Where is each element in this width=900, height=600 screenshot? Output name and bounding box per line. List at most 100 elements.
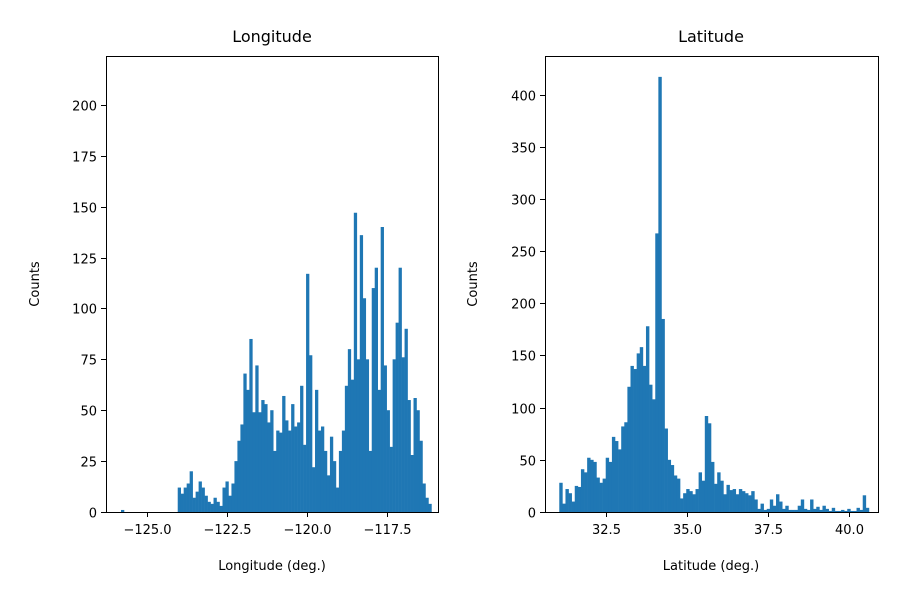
longitude-bar — [261, 400, 265, 512]
longitude-bar — [383, 365, 387, 512]
latitude-bar — [711, 461, 715, 512]
latitude-bar — [785, 505, 789, 512]
latitude-bar — [701, 480, 706, 512]
longitude-y-axis-label: Counts — [28, 261, 43, 307]
longitude-bar — [386, 410, 390, 512]
latitude-bar — [574, 485, 579, 512]
longitude-bar — [243, 373, 247, 512]
longitude-bar — [419, 440, 423, 512]
latitude-bar — [776, 494, 780, 512]
latitude-axes-frame — [545, 56, 879, 513]
longitude-bar — [318, 430, 322, 512]
latitude-bar — [779, 501, 783, 512]
latitude-bar — [745, 493, 749, 512]
latitude-bar — [865, 507, 870, 512]
longitude-bar — [204, 495, 208, 512]
latitude-bar — [859, 509, 864, 512]
latitude-bar — [856, 507, 860, 512]
longitude-bar — [368, 450, 373, 512]
longitude-bar — [121, 509, 125, 512]
longitude-bar — [207, 501, 211, 512]
longitude-bar — [288, 430, 292, 512]
longitude-bar — [407, 400, 411, 512]
latitude-y-tick-label: 400 — [511, 90, 536, 105]
longitude-bar — [365, 359, 370, 512]
latitude-bar — [587, 457, 591, 512]
longitude-bar — [315, 389, 319, 512]
latitude-x-tick-label: 37.5 — [754, 523, 783, 538]
latitude-bar — [584, 472, 588, 512]
longitude-bar — [344, 385, 349, 512]
latitude-y-axis-label: Counts — [466, 261, 481, 307]
longitude-bar — [231, 483, 235, 512]
latitude-bar — [828, 510, 833, 512]
longitude-bar — [291, 404, 295, 512]
latitude-x-tick-label: 32.5 — [592, 523, 621, 538]
longitude-x-tick-label: −125.0 — [123, 523, 171, 538]
longitude-bar — [282, 395, 286, 512]
latitude-title: Latitude — [678, 27, 744, 46]
latitude-bar — [611, 436, 616, 512]
longitude-bar — [186, 483, 190, 512]
longitude-bar — [416, 410, 420, 512]
latitude-bar — [813, 508, 817, 512]
latitude-bar — [726, 484, 730, 512]
latitude-y-tick-label: 150 — [511, 350, 536, 365]
longitude-bar — [326, 475, 331, 512]
longitude-bar — [213, 497, 217, 512]
latitude-bar — [636, 353, 641, 512]
longitude-y-tick-label: 75 — [80, 354, 97, 369]
latitude-bar — [717, 472, 721, 512]
latitude-bar — [562, 503, 566, 512]
longitude-y-tick-label: 200 — [72, 100, 97, 115]
latitude-bar — [819, 509, 823, 512]
latitude-bar — [615, 441, 619, 512]
longitude-bar — [297, 422, 301, 512]
longitude-bar — [356, 359, 361, 512]
longitude-bar — [234, 461, 238, 512]
latitude-bar — [680, 498, 684, 512]
latitude-x-ticks: 32.5 35.0 37.5 40.0 — [592, 512, 864, 538]
latitude-bar — [624, 422, 628, 512]
longitude-bar — [401, 357, 405, 512]
latitude-bar — [593, 461, 597, 512]
latitude-bar — [642, 365, 647, 512]
longitude-bar — [395, 322, 399, 512]
latitude-bar — [841, 509, 845, 512]
longitude-y-tick-label: 175 — [72, 151, 97, 166]
latitude-bar — [580, 469, 585, 512]
latitude-bar — [565, 489, 569, 512]
longitude-bar — [422, 483, 426, 512]
longitude-bar — [216, 501, 220, 512]
latitude-bar — [853, 510, 857, 512]
longitude-bar — [374, 267, 378, 512]
longitude-y-tick-label: 100 — [72, 303, 97, 318]
latitude-bar — [683, 493, 687, 512]
longitude-x-tick-label: −122.5 — [203, 523, 251, 538]
latitude-bar — [571, 501, 576, 512]
longitude-bar — [392, 359, 396, 512]
latitude-bar — [667, 459, 672, 512]
latitude-bar — [661, 318, 665, 512]
latitude-bar — [791, 509, 795, 512]
latitude-bar — [649, 384, 653, 512]
longitude-bars — [121, 212, 432, 512]
longitude-bar — [198, 481, 202, 512]
longitude-x-ticks: −125.0 −122.5 −120.0 −117.5 — [123, 512, 412, 538]
longitude-bar — [210, 503, 214, 512]
longitude-bar — [300, 385, 304, 512]
longitude-bar — [303, 444, 307, 512]
longitude-bar — [222, 487, 226, 512]
latitude-bar — [704, 416, 709, 512]
latitude-bar — [723, 494, 727, 512]
longitude-bar — [237, 440, 241, 512]
latitude-bar — [720, 480, 724, 512]
latitude-y-tick-label: 300 — [511, 194, 536, 209]
latitude-bar — [639, 347, 644, 512]
latitude-bar — [658, 76, 662, 513]
latitude-histogram: Latitude 32.5 35.0 37.5 40.0 0 50 100 150 200 25… — [466, 27, 879, 574]
longitude-bar — [270, 410, 274, 512]
longitude-bar — [371, 288, 376, 512]
latitude-y-tick-label: 100 — [511, 403, 536, 418]
longitude-bar — [252, 412, 256, 512]
